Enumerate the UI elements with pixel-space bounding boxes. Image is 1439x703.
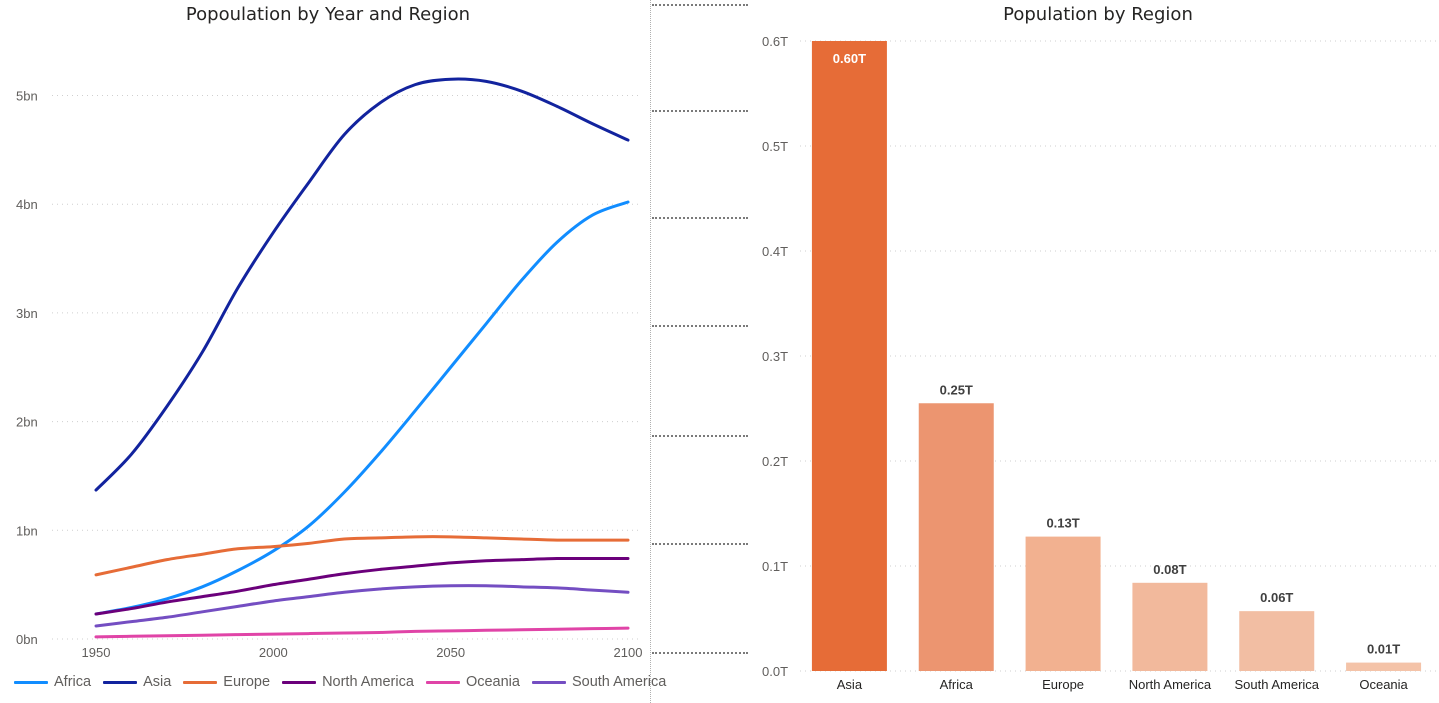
legend-label: North America <box>322 674 414 690</box>
divider-fragment <box>652 325 748 327</box>
legend-item-north-america[interactable]: North America <box>282 674 414 690</box>
panel-divider <box>650 0 652 703</box>
series-line-north-america[interactable] <box>94 556 630 616</box>
y-tick-label: 2bn <box>16 415 38 430</box>
data-label: 0.13T <box>1046 516 1079 531</box>
divider-fragment <box>652 4 748 6</box>
y-tick-label: 1bn <box>16 523 38 538</box>
legend-swatch <box>282 680 317 684</box>
line-chart-title: Popoulation by Year and Region <box>185 4 471 25</box>
legend-swatch <box>14 680 48 684</box>
divider-fragment <box>652 110 748 112</box>
y-tick-label: 0.1T <box>762 559 788 574</box>
bar-chart-panel[interactable]: Population by Region 0.0T 0.1T 0.2T 0.3T 0.4… <box>740 0 1439 703</box>
divider-fragment <box>652 435 748 437</box>
legend-item-south-america[interactable]: South America <box>531 674 667 690</box>
data-label: 0.01T <box>1367 642 1400 657</box>
divider-fragment <box>652 217 748 219</box>
y-tick-label: 0.0T <box>762 664 788 679</box>
legend-label: Asia <box>143 674 172 690</box>
bar-europe[interactable] <box>1025 536 1101 671</box>
series-line-asia[interactable] <box>94 77 630 492</box>
y-tick-label: 0.4T <box>762 244 788 259</box>
data-label: 0.08T <box>1153 562 1186 577</box>
data-label: 0.25T <box>940 382 973 397</box>
y-tick-label: 0.2T <box>762 454 788 469</box>
legend-swatch <box>183 680 218 684</box>
legend-item-africa[interactable]: Africa <box>14 674 91 690</box>
data-label: 0.60T <box>833 51 866 66</box>
divider-fragment <box>652 543 748 545</box>
x-tick-label: 2000 <box>259 645 288 660</box>
legend-item-europe[interactable]: Europe <box>183 674 270 690</box>
bar-chart-title: Population by Region <box>1003 4 1193 25</box>
x-category-label: Oceania <box>1359 677 1408 692</box>
x-category-label: South America <box>1234 677 1319 692</box>
x-tick-label: 2050 <box>436 645 465 660</box>
x-category-label: North America <box>1129 677 1212 692</box>
legend-label: Europe <box>223 674 271 690</box>
x-category-label: Africa <box>940 677 974 692</box>
y-tick-label: 4bn <box>16 197 38 212</box>
legend-item-asia[interactable]: Asia <box>103 674 171 690</box>
legend-label: Oceania <box>465 674 520 690</box>
legend-item-oceania[interactable]: Oceania <box>425 674 520 690</box>
bar-oceania[interactable] <box>1346 662 1422 671</box>
legend-swatch <box>425 680 460 684</box>
series-line-africa[interactable] <box>94 200 630 616</box>
bar-asia[interactable] <box>811 41 887 671</box>
bar-south-america[interactable] <box>1239 611 1315 671</box>
legend-label: Africa <box>54 674 92 690</box>
series-line-south-america[interactable] <box>94 584 630 628</box>
y-tick-label: 0bn <box>16 632 38 647</box>
legend-label: South America <box>571 674 667 690</box>
x-category-label: Europe <box>1042 677 1084 692</box>
x-tick-label: 1950 <box>82 645 111 660</box>
y-tick-label: 3bn <box>16 306 38 321</box>
y-tick-label: 0.6T <box>762 34 788 49</box>
bar-africa[interactable] <box>918 403 994 671</box>
bar-north-america[interactable] <box>1132 582 1208 671</box>
y-tick-label: 5bn <box>16 89 38 104</box>
legend-swatch <box>531 680 566 684</box>
series-line-oceania[interactable] <box>94 626 630 639</box>
y-tick-label: 0.5T <box>762 139 788 154</box>
series-line-europe[interactable] <box>94 535 630 577</box>
legend-swatch <box>103 680 138 684</box>
divider-fragment <box>652 652 748 654</box>
x-category-label: Asia <box>837 677 863 692</box>
line-chart-panel[interactable]: Popoulation by Year and Region 0bn 1bn 2bn… <box>0 0 666 703</box>
line-chart-legend[interactable]: Africa Asia Europe North America Oceania Sout… <box>14 674 666 690</box>
line-chart-plot[interactable]: 0bn 1bn 2bn 3bn 4bn 5bn 1950 2000 2050 2100 <box>0 0 650 670</box>
bar-chart-plot[interactable]: 0.0T 0.1T 0.2T 0.3T 0.4T 0.5T 0.6T 0.60T Asia 0.2… <box>740 0 1439 703</box>
data-label: 0.06T <box>1260 590 1293 605</box>
y-tick-label: 0.3T <box>762 349 788 364</box>
x-tick-label: 2100 <box>614 645 643 660</box>
